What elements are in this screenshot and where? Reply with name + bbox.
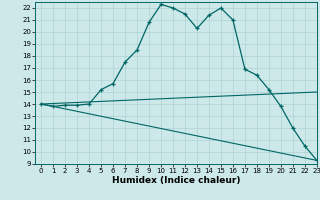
X-axis label: Humidex (Indice chaleur): Humidex (Indice chaleur) — [112, 176, 240, 185]
